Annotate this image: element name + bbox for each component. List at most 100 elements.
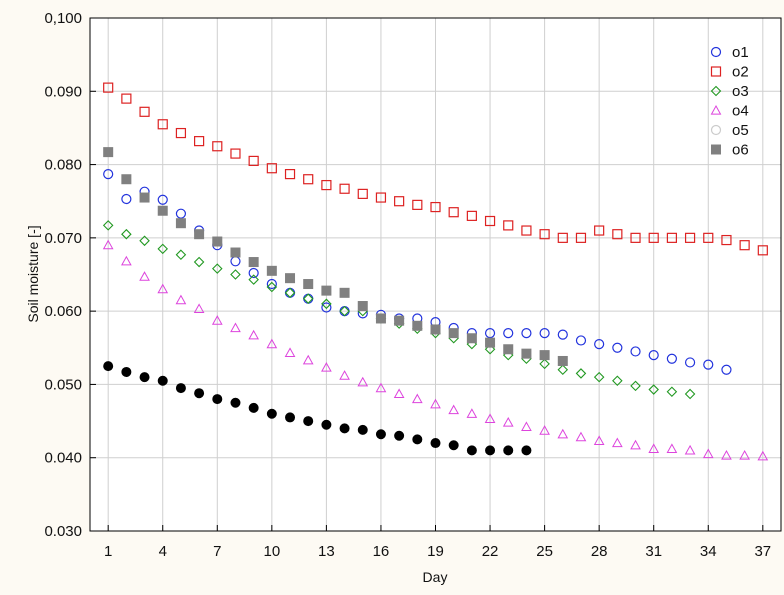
x-tick-label: 4: [159, 543, 167, 560]
data-point: [448, 440, 459, 451]
x-tick-label: 31: [645, 543, 662, 560]
data-point: [721, 449, 732, 460]
data-point: [302, 354, 314, 365]
data-point: [157, 194, 168, 205]
data-point: [230, 322, 241, 333]
data-point: [484, 413, 496, 423]
data-point: [157, 375, 168, 386]
data-point: [575, 368, 587, 379]
data-point: [103, 168, 114, 180]
x-axis-title: Day: [423, 569, 448, 585]
data-point: [484, 343, 496, 355]
data-point: [248, 402, 259, 413]
x-tick-label: 34: [700, 543, 717, 560]
data-point: [521, 348, 532, 359]
data-point: [212, 263, 223, 274]
data-point: [175, 127, 187, 139]
data-point: [211, 315, 223, 325]
data-point: [557, 329, 568, 340]
data-point: [612, 375, 623, 387]
data-point: [121, 193, 132, 205]
data-point: [430, 201, 441, 213]
data-point: [139, 192, 150, 203]
data-point: [503, 328, 514, 339]
data-point: [175, 294, 187, 305]
data-point: [303, 416, 314, 427]
data-point: [466, 210, 477, 221]
data-point: [321, 285, 332, 296]
data-point: [175, 383, 186, 394]
data-point: [739, 449, 750, 460]
data-point: [357, 188, 368, 199]
x-tick-label: 1: [104, 543, 112, 560]
data-point: [339, 183, 350, 194]
data-point: [139, 372, 150, 383]
data-point: [321, 419, 332, 430]
data-point: [666, 443, 678, 454]
data-point: [193, 256, 205, 268]
x-tick-label: 7: [213, 543, 221, 560]
data-point: [285, 412, 296, 423]
series-o4: [102, 239, 769, 461]
data-point: [684, 388, 696, 400]
legend-label-o4: o4: [732, 103, 749, 120]
data-point: [194, 136, 205, 147]
legend-label-o5: o5: [732, 122, 749, 139]
data-point: [266, 408, 277, 419]
data-point: [485, 445, 496, 456]
data-point: [212, 236, 223, 247]
data-point: [230, 269, 241, 280]
x-tick-label: 10: [263, 543, 280, 560]
data-point: [157, 283, 169, 294]
data-point: [121, 255, 132, 266]
data-point: [503, 220, 514, 231]
data-point: [175, 218, 186, 229]
data-point: [703, 359, 714, 370]
legend-label-o1: o1: [732, 44, 749, 61]
data-point: [121, 366, 132, 377]
data-point: [448, 404, 460, 415]
legend-marker-o3: [710, 85, 722, 97]
data-point: [375, 192, 387, 203]
grid: [90, 17, 781, 532]
data-point: [412, 434, 423, 445]
y-tick-label: 0.040: [44, 450, 82, 467]
data-point: [557, 355, 568, 366]
data-point: [139, 235, 150, 247]
data-point: [702, 448, 714, 459]
data-point: [230, 247, 241, 258]
data-point: [739, 240, 750, 251]
data-point: [339, 370, 350, 380]
data-point: [684, 357, 696, 368]
data-point: [466, 408, 478, 418]
data-point: [557, 232, 568, 243]
data-point: [703, 232, 714, 243]
data-point: [466, 445, 477, 456]
data-point: [321, 298, 332, 310]
y-tick-label: 0.050: [44, 376, 82, 393]
data-point: [684, 232, 696, 243]
data-point: [539, 229, 550, 240]
data-point: [630, 232, 641, 243]
legend-marker-o2: [710, 66, 722, 77]
x-tick-label: 13: [318, 543, 335, 560]
data-point: [357, 376, 369, 387]
legend-marker-o6: [711, 144, 721, 155]
data-point: [103, 82, 114, 93]
data-point: [630, 439, 641, 450]
data-point: [666, 353, 677, 364]
x-tick-label: 19: [427, 543, 444, 560]
data-point: [648, 350, 659, 361]
data-point: [684, 444, 696, 455]
data-point: [575, 335, 587, 346]
x-tick-label: 25: [536, 543, 553, 560]
x-tick-label: 37: [754, 543, 771, 560]
data-point: [430, 398, 441, 409]
data-point: [666, 232, 677, 243]
data-point: [212, 141, 223, 152]
data-point: [157, 205, 168, 216]
data-point: [593, 435, 605, 445]
legend-marker-o4: [710, 104, 722, 115]
data-point: [721, 364, 732, 375]
